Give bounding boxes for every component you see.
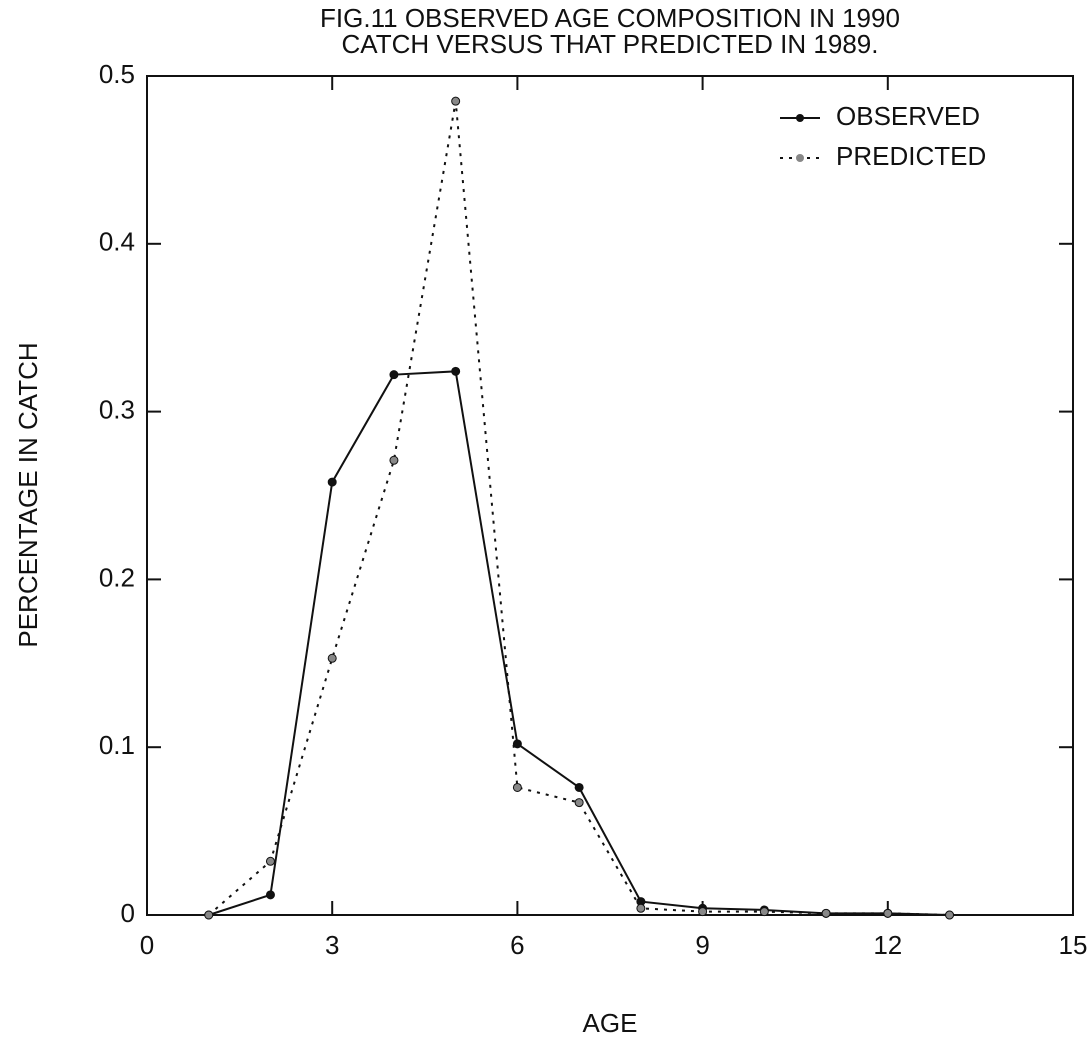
plot-frame [146, 75, 1074, 916]
data-point [883, 908, 893, 918]
data-point [512, 782, 522, 792]
data-point [265, 890, 275, 900]
series-line [208, 370, 950, 916]
x-tick-label: 15 [1059, 930, 1088, 960]
data-point [512, 739, 522, 749]
data-point [574, 798, 584, 808]
y-tick-label: 0.2 [99, 562, 135, 592]
y-tick-label: 0.5 [99, 59, 135, 89]
series-line [208, 101, 950, 916]
data-point [389, 455, 399, 465]
legend-label: OBSERVED [836, 101, 980, 131]
y-tick-label: 0.3 [99, 394, 135, 424]
legend-label: PREDICTED [836, 141, 986, 171]
data-point [636, 903, 646, 913]
legend-marker [796, 154, 804, 162]
data-point [451, 96, 461, 106]
data-point [574, 782, 584, 792]
data-point [204, 910, 214, 920]
y-tick-label: 0.1 [99, 730, 135, 760]
chart-title: CATCH VERSUS THAT PREDICTED IN 1989. [342, 29, 879, 59]
y-tick-label: 0.4 [99, 227, 135, 257]
x-axis-label: AGE [583, 1008, 638, 1038]
data-point [327, 653, 337, 663]
data-point [327, 477, 337, 487]
x-tick-label: 6 [510, 930, 524, 960]
x-tick-label: 9 [695, 930, 709, 960]
data-point [759, 907, 769, 917]
y-tick-label: 0 [121, 898, 135, 928]
x-tick-label: 3 [325, 930, 339, 960]
chart-title: FIG.11 OBSERVED AGE COMPOSITION IN 1990 [320, 3, 900, 33]
data-point [451, 366, 461, 376]
data-point [945, 910, 955, 920]
data-point [389, 370, 399, 380]
data-point [698, 907, 708, 917]
y-axis-label: PERCENTAGE IN CATCH [13, 342, 43, 647]
data-point [265, 856, 275, 866]
legend-marker [796, 114, 804, 122]
x-tick-label: 0 [140, 930, 154, 960]
data-point [821, 908, 831, 918]
x-tick-label: 12 [873, 930, 902, 960]
